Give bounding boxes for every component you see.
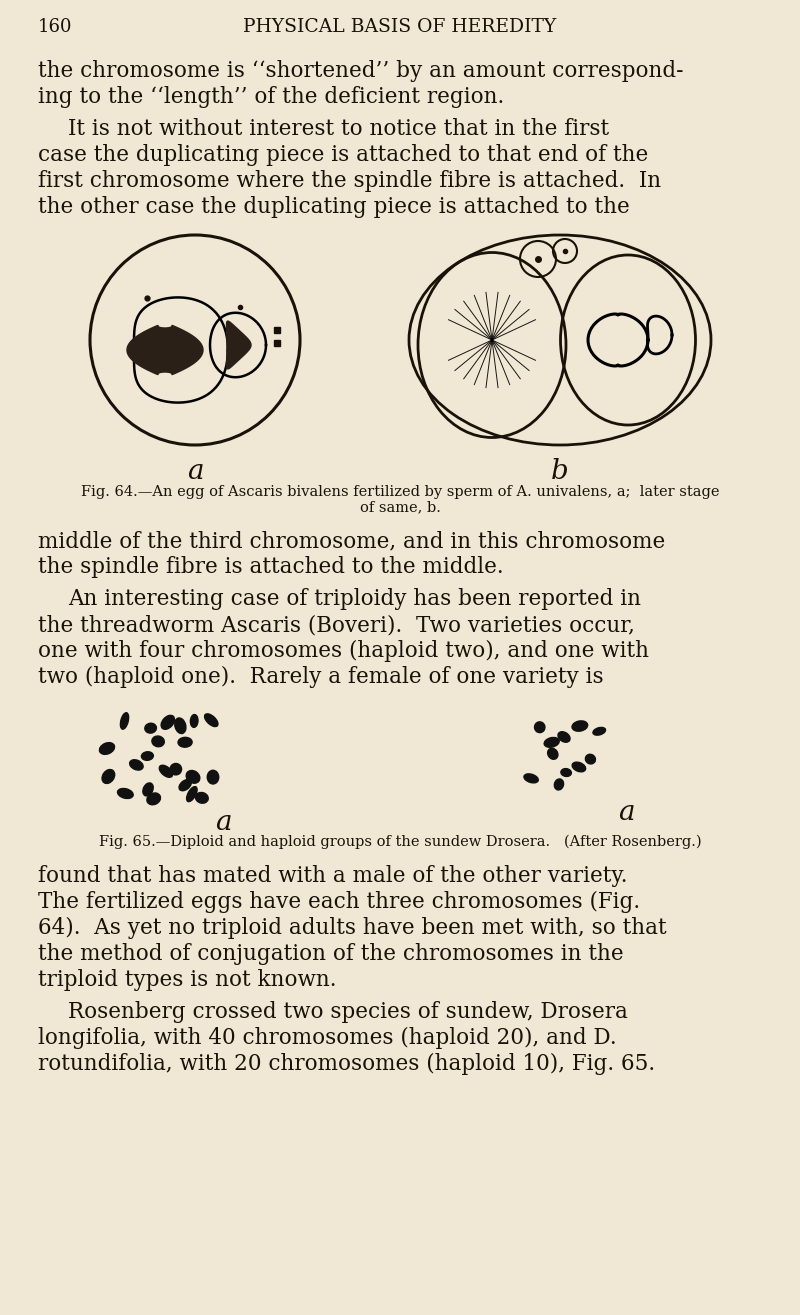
Text: longifolia, with 40 chromosomes (haploid 20), and D.: longifolia, with 40 chromosomes (haploid…	[38, 1027, 617, 1049]
Ellipse shape	[159, 765, 173, 777]
Ellipse shape	[586, 755, 595, 764]
Ellipse shape	[142, 752, 154, 760]
Ellipse shape	[118, 789, 133, 798]
Text: a: a	[618, 800, 634, 826]
Ellipse shape	[190, 714, 198, 727]
Text: triploid types is not known.: triploid types is not known.	[38, 969, 337, 992]
Ellipse shape	[572, 721, 588, 731]
Text: the method of conjugation of the chromosomes in the: the method of conjugation of the chromos…	[38, 943, 624, 965]
Ellipse shape	[534, 722, 545, 732]
Ellipse shape	[593, 727, 606, 735]
Text: found that has mated with a male of the other variety.: found that has mated with a male of the …	[38, 865, 627, 888]
Text: first chromosome where the spindle fibre is attached.  In: first chromosome where the spindle fibre…	[38, 170, 661, 192]
Text: Fig. 65.—Diploid and haploid groups of the sundew Drosera.   (After Rosenberg.): Fig. 65.—Diploid and haploid groups of t…	[98, 835, 702, 849]
Text: of same, b.: of same, b.	[359, 500, 441, 514]
Text: 64).  As yet no triploid adults have been met with, so that: 64). As yet no triploid adults have been…	[38, 917, 666, 939]
Ellipse shape	[174, 718, 186, 734]
Text: PHYSICAL BASIS OF HEREDITY: PHYSICAL BASIS OF HEREDITY	[243, 18, 557, 36]
Ellipse shape	[179, 780, 191, 790]
Ellipse shape	[186, 786, 197, 802]
Text: the spindle fibre is attached to the middle.: the spindle fibre is attached to the mid…	[38, 556, 504, 579]
Text: It is not without interest to notice that in the first: It is not without interest to notice tha…	[68, 118, 609, 139]
Ellipse shape	[544, 738, 559, 747]
Text: ing to the ‘‘length’’ of the deficient region.: ing to the ‘‘length’’ of the deficient r…	[38, 85, 504, 108]
Ellipse shape	[99, 743, 114, 755]
Text: 160: 160	[38, 18, 73, 36]
Text: the other case the duplicating piece is attached to the: the other case the duplicating piece is …	[38, 196, 630, 218]
Text: one with four chromosomes (haploid two), and one with: one with four chromosomes (haploid two),…	[38, 640, 649, 661]
Text: a: a	[215, 809, 231, 836]
Ellipse shape	[186, 771, 200, 784]
Ellipse shape	[178, 738, 192, 747]
Ellipse shape	[558, 731, 570, 742]
Text: the threadworm Ascaris (Boveri).  Two varieties occur,: the threadworm Ascaris (Boveri). Two var…	[38, 614, 635, 636]
Text: middle of the third chromosome, and in this chromosome: middle of the third chromosome, and in t…	[38, 530, 666, 552]
Ellipse shape	[561, 768, 571, 776]
Ellipse shape	[554, 778, 563, 790]
Text: rotundifolia, with 20 chromosomes (haploid 10), Fig. 65.: rotundifolia, with 20 chromosomes (haplo…	[38, 1053, 655, 1076]
Ellipse shape	[170, 764, 182, 775]
Text: case the duplicating piece is attached to that end of the: case the duplicating piece is attached t…	[38, 145, 648, 166]
Ellipse shape	[195, 793, 208, 803]
Polygon shape	[127, 326, 203, 375]
Text: b: b	[551, 458, 569, 485]
Ellipse shape	[147, 793, 161, 805]
Ellipse shape	[548, 748, 558, 759]
Ellipse shape	[207, 771, 218, 784]
Ellipse shape	[145, 723, 157, 734]
Text: the chromosome is ‘‘shortened’’ by an amount correspond-: the chromosome is ‘‘shortened’’ by an am…	[38, 60, 683, 82]
Ellipse shape	[161, 715, 174, 730]
Ellipse shape	[572, 763, 586, 772]
Text: An interesting case of triploidy has been reported in: An interesting case of triploidy has bee…	[68, 588, 641, 610]
Ellipse shape	[130, 760, 143, 771]
Ellipse shape	[205, 714, 218, 727]
Text: two (haploid one).  Rarely a female of one variety is: two (haploid one). Rarely a female of on…	[38, 665, 604, 688]
Ellipse shape	[143, 782, 154, 796]
Text: Rosenberg crossed two species of sundew, Drosera: Rosenberg crossed two species of sundew,…	[68, 1001, 628, 1023]
Ellipse shape	[121, 713, 129, 730]
Ellipse shape	[524, 773, 538, 782]
Polygon shape	[226, 321, 251, 370]
Text: a: a	[186, 458, 203, 485]
Ellipse shape	[152, 736, 164, 747]
Ellipse shape	[102, 769, 114, 784]
Text: Fig. 64.—An egg of Ascaris bivalens fertilized by sperm of A. univalens, a;  lat: Fig. 64.—An egg of Ascaris bivalens fert…	[81, 485, 719, 498]
Text: The fertilized eggs have each three chromosomes (Fig.: The fertilized eggs have each three chro…	[38, 892, 640, 913]
